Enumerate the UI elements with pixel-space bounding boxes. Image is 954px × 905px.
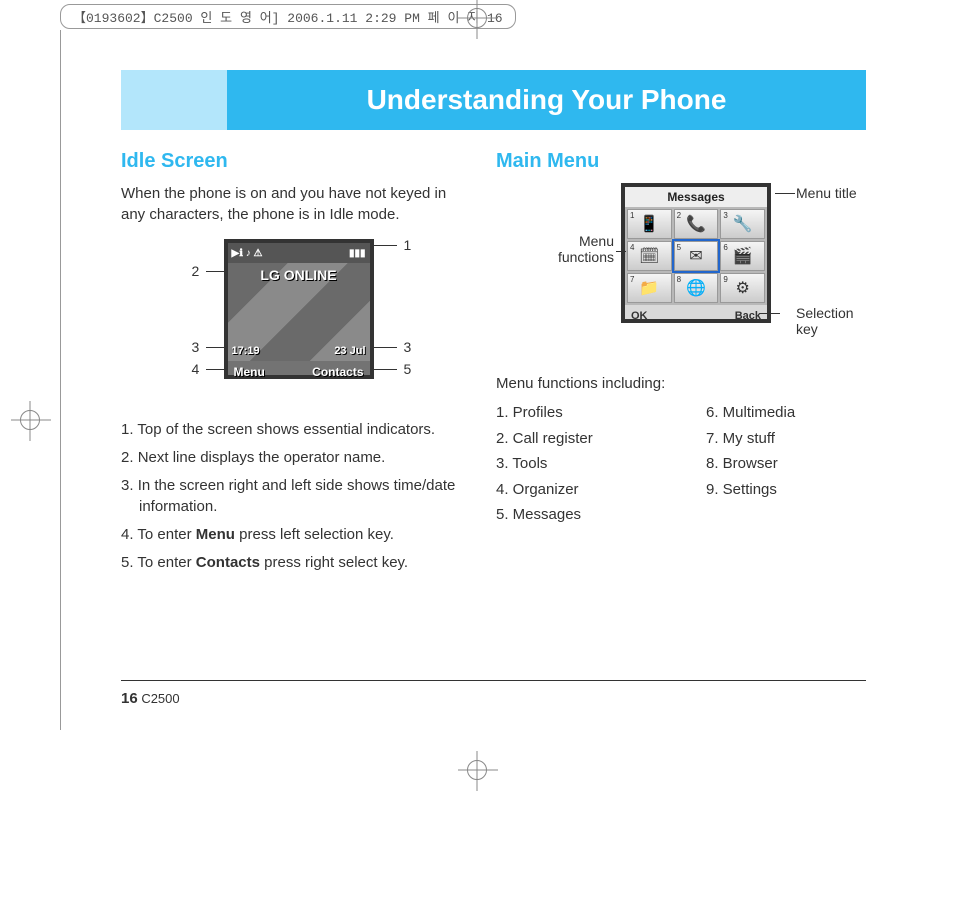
main-menu-title: Messages xyxy=(625,187,767,207)
registration-mark-icon xyxy=(20,410,40,430)
page-title: Understanding Your Phone xyxy=(367,84,727,116)
list-item: 1. Profiles xyxy=(496,400,656,426)
browser-icon: 🌐 xyxy=(686,278,706,298)
main-soft-left: OK xyxy=(631,310,648,322)
menu-cell: 5✉ xyxy=(674,241,719,271)
menu-cell: 7📁 xyxy=(627,273,672,303)
menu-cell: 1📱 xyxy=(627,209,672,239)
list-item: 8. Browser xyxy=(706,451,866,477)
columns: Idle Screen When the phone is on and you… xyxy=(121,150,866,580)
menu-cell: 4🗓 xyxy=(627,241,672,271)
idle-item-1: 1. Top of the screen shows essential ind… xyxy=(121,419,456,441)
list-item: 9. Settings xyxy=(706,477,866,503)
main-intro: Menu functions including: xyxy=(496,373,866,394)
tools-icon: 🔧 xyxy=(733,214,753,234)
print-header: 【0193602】C2500 인 도 영 어] 2006.1.11 2:29 P… xyxy=(60,4,516,29)
menu-list-right: 6. Multimedia 7. My stuff 8. Browser 9. … xyxy=(706,400,866,528)
idle-soft-left: Menu xyxy=(234,365,265,379)
label-menu-title: Menu title xyxy=(796,185,857,201)
main-heading: Main Menu xyxy=(496,150,866,173)
list-item: 3. Tools xyxy=(496,451,656,477)
main-softkeys: OK Back xyxy=(625,305,767,327)
list-item: 2. Call register xyxy=(496,426,656,452)
callreg-icon: 📞 xyxy=(686,214,706,234)
list-item: 5. Messages xyxy=(496,502,656,528)
organizer-icon: 🗓 xyxy=(639,246,659,266)
idle-item-2: 2. Next line displays the operator name. xyxy=(121,447,456,469)
idle-intro: When the phone is on and you have not ke… xyxy=(121,183,456,225)
list-item: 6. Multimedia xyxy=(706,400,866,426)
menu-cell: 6🎬 xyxy=(720,241,765,271)
footer-rule xyxy=(121,680,866,681)
idle-date: 23 Jul xyxy=(334,345,365,357)
idle-indicator-row: ▶ℹ ♪ ⚠ ▮▮▮ xyxy=(228,243,370,263)
menu-cell: 3🔧 xyxy=(720,209,765,239)
idle-figure: ▶ℹ ♪ ⚠ ▮▮▮ LG ONLINE 17:19 23 Jul Menu C… xyxy=(124,239,454,399)
main-figure: Messages 1📱 2📞 3🔧 4🗓 5✉ 6🎬 7📁 8🌐 9⚙ OK xyxy=(496,183,866,353)
col-idle: Idle Screen When the phone is on and you… xyxy=(121,150,456,580)
menu-cell: 2📞 xyxy=(674,209,719,239)
idle-center: LG ONLINE 17:19 23 Jul xyxy=(228,263,370,361)
menu-cell: 9⚙ xyxy=(720,273,765,303)
page-footer: 16 C2500 xyxy=(121,690,180,707)
idle-time: 17:19 xyxy=(232,345,260,357)
idle-item-3: 3. In the screen right and left side sho… xyxy=(121,475,456,519)
idle-softkeys: Menu Contacts xyxy=(228,361,370,383)
messages-icon: ✉ xyxy=(689,246,702,266)
col-main: Main Menu Messages 1📱 2📞 3🔧 4🗓 5✉ 6🎬 7📁 … xyxy=(496,150,866,580)
page-frame: Understanding Your Phone Idle Screen Whe… xyxy=(60,30,910,730)
idle-operator: LG ONLINE xyxy=(232,267,366,283)
list-item: 7. My stuff xyxy=(706,426,866,452)
callout-1: 1 xyxy=(404,237,412,253)
page-number: 16 xyxy=(121,690,138,707)
title-bar: Understanding Your Phone xyxy=(227,70,866,130)
main-phone-screen: Messages 1📱 2📞 3🔧 4🗓 5✉ 6🎬 7📁 8🌐 9⚙ OK xyxy=(621,183,771,323)
label-selection-key: Selection key xyxy=(796,305,866,337)
label-menu-functions: Menu functions xyxy=(534,233,614,265)
idle-soft-right: Contacts xyxy=(312,365,363,379)
menu-list-left: 1. Profiles 2. Call register 3. Tools 4.… xyxy=(496,400,656,528)
registration-mark-icon xyxy=(467,760,487,780)
signal-icons: ▶ℹ ♪ ⚠ xyxy=(232,248,263,259)
idle-phone-screen: ▶ℹ ♪ ⚠ ▮▮▮ LG ONLINE 17:19 23 Jul Menu C… xyxy=(224,239,374,379)
battery-icon: ▮▮▮ xyxy=(349,248,366,259)
multimedia-icon: 🎬 xyxy=(733,246,753,266)
main-menu-grid: 1📱 2📞 3🔧 4🗓 5✉ 6🎬 7📁 8🌐 9⚙ xyxy=(625,207,767,305)
callout-2: 2 xyxy=(192,263,200,279)
callout-4: 4 xyxy=(192,361,200,377)
main-soft-right: Back xyxy=(735,310,761,322)
settings-icon: ⚙ xyxy=(735,278,749,298)
callout-3r: 3 xyxy=(404,339,412,355)
idle-item-4: 4. To enter Menu press left selection ke… xyxy=(121,524,456,546)
idle-heading: Idle Screen xyxy=(121,150,456,173)
footer-model: C2500 xyxy=(141,691,179,706)
callout-5: 5 xyxy=(404,361,412,377)
tab-accent xyxy=(121,70,227,130)
menu-list: 1. Profiles 2. Call register 3. Tools 4.… xyxy=(496,400,866,528)
callout-3l: 3 xyxy=(192,339,200,355)
profiles-icon: 📱 xyxy=(639,214,659,234)
menu-cell: 8🌐 xyxy=(674,273,719,303)
idle-item-5: 5. To enter Contacts press right select … xyxy=(121,552,456,574)
mystuff-icon: 📁 xyxy=(639,278,659,298)
registration-mark-icon xyxy=(467,8,487,28)
list-item: 4. Organizer xyxy=(496,477,656,503)
